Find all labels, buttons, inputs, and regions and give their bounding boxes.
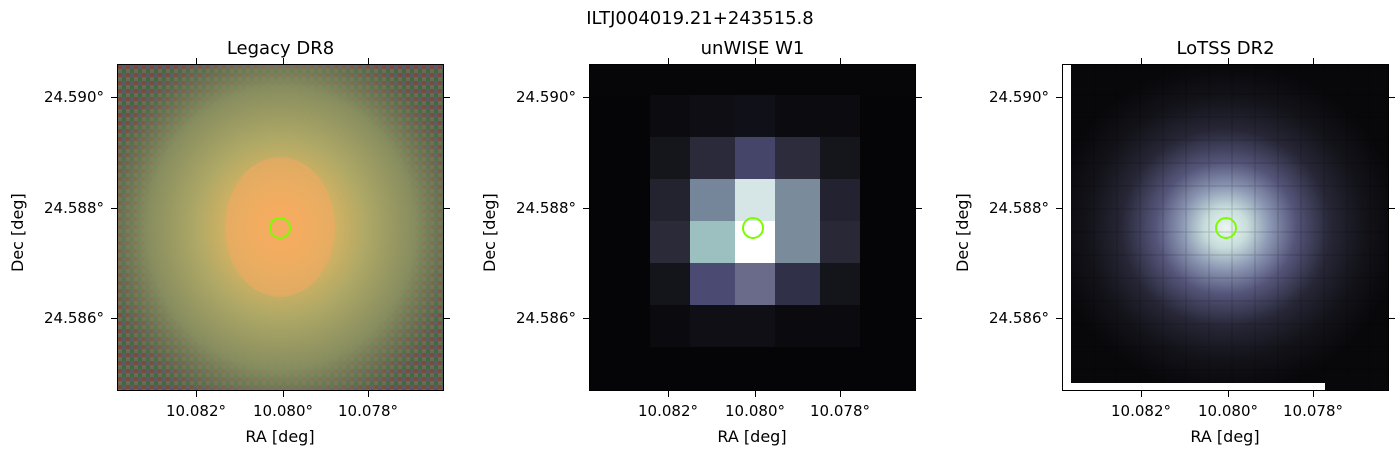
image-axes: [589, 64, 916, 391]
figure-title: ILTJ004019.21+243515.8: [586, 8, 814, 29]
x-tick-label: 10.078°: [810, 402, 870, 420]
y-axis-label: Dec [deg]: [953, 193, 972, 272]
source-marker-icon: [269, 217, 291, 239]
y-tick-label: 24.586°: [44, 309, 104, 327]
x-tick-label: 10.082°: [166, 402, 226, 420]
x-axis-label: RA [deg]: [717, 427, 787, 446]
y-tick-label: 24.588°: [989, 199, 1049, 217]
image-axes: [1062, 64, 1389, 391]
x-tick-label: 10.080°: [253, 402, 313, 420]
y-tick-label: 24.590°: [989, 88, 1049, 106]
y-tick-label: 24.588°: [44, 199, 104, 217]
x-tick-label: 10.082°: [638, 402, 698, 420]
panel-title: LoTSS DR2: [1176, 38, 1275, 59]
x-tick-label: 10.078°: [338, 402, 398, 420]
source-marker-icon: [1215, 217, 1237, 239]
x-tick-label: 10.080°: [725, 402, 785, 420]
x-axis-label: RA [deg]: [245, 427, 315, 446]
y-tick-label: 24.586°: [516, 309, 576, 327]
source-marker-icon: [742, 217, 764, 239]
radio-image: [1063, 65, 1388, 390]
panel-title: unWISE W1: [700, 38, 805, 59]
y-tick-label: 24.588°: [516, 199, 576, 217]
x-axis-label: RA [deg]: [1190, 427, 1260, 446]
optical-image: [118, 65, 443, 390]
x-tick-label: 10.082°: [1111, 402, 1171, 420]
x-tick-label: 10.078°: [1283, 402, 1343, 420]
y-tick-label: 24.590°: [44, 88, 104, 106]
y-tick-label: 24.590°: [516, 88, 576, 106]
x-tick-label: 10.080°: [1198, 402, 1258, 420]
y-tick-label: 24.586°: [989, 309, 1049, 327]
image-axes: [117, 64, 444, 391]
panel-title: Legacy DR8: [226, 38, 335, 59]
infrared-image: [590, 65, 915, 390]
